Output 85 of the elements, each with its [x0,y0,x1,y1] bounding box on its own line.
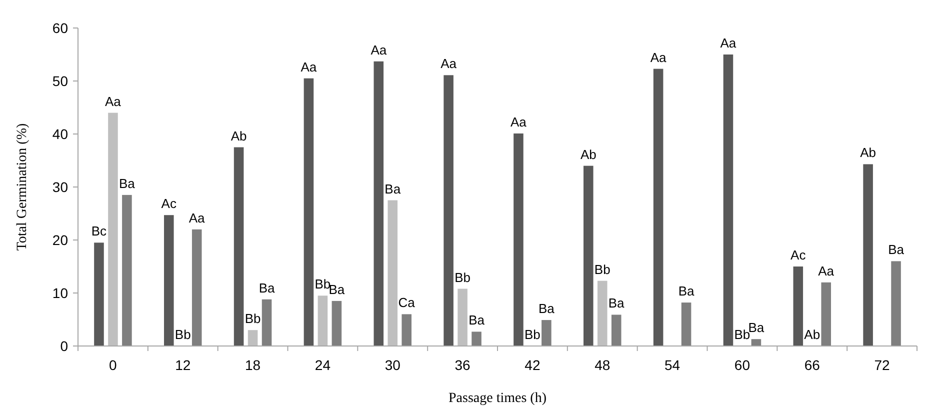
y-tick-label: 60 [52,20,68,36]
y-tick-label: 50 [52,72,68,89]
data-label: Ba [678,284,695,299]
bar [793,266,804,346]
data-label: Ba [538,301,556,316]
bar [472,332,482,346]
data-label: Ba [468,312,486,328]
x-tick-label: 72 [874,357,890,373]
bar [611,314,622,346]
y-tick-label: 10 [52,284,68,301]
bar [542,320,552,346]
bar [374,61,384,346]
data-label: Bb [524,327,540,342]
bar [723,54,734,346]
bar [751,339,762,346]
data-label: Ab [804,327,820,342]
bar [304,78,314,346]
x-tick-label: 54 [664,357,680,373]
bar [681,302,692,346]
bar [863,164,873,346]
bar [262,299,272,346]
data-label: Aa [650,50,668,65]
data-label: Ac [790,248,806,262]
bar [122,194,132,346]
x-axis-title: Passage times (h) [448,391,547,406]
data-label: Ba [384,181,402,196]
bar [332,300,342,346]
data-label: Aa [510,114,528,130]
x-tick-label: 30 [384,357,401,373]
x-tick-label: 36 [454,357,471,373]
data-label: Bb [174,327,191,342]
data-label: Ba [888,242,905,258]
data-label: Ab [860,145,876,160]
y-tick-label: 30 [52,178,68,195]
data-label: Ba [258,280,276,296]
data-label: Bb [244,311,261,326]
bar [891,261,901,346]
bar [108,112,118,346]
x-tick-label: 60 [734,357,750,373]
bar [583,166,594,346]
x-tick-label: 24 [314,357,331,373]
data-label: Aa [105,94,122,109]
data-label: Bb [734,327,750,342]
bar [514,133,524,346]
data-label: Aa [370,42,388,58]
bar [234,147,244,346]
bar [402,314,412,346]
data-label: Bc [91,224,108,239]
data-label: Ca [398,295,416,310]
data-label: Aa [440,56,458,72]
bar [94,242,104,346]
data-label: Ba [608,296,626,311]
x-tick-label: 12 [175,357,191,373]
bar [458,288,468,346]
bar [164,215,174,346]
y-tick-label: 20 [52,232,68,248]
data-label: Ba [328,282,346,297]
bar [821,282,831,346]
data-label: Ba [748,320,765,336]
y-tick-label: 40 [52,126,68,142]
data-label: Aa [188,210,206,226]
data-label: Ab [580,146,596,162]
data-label: Ab [230,128,247,144]
data-label: Bb [454,270,470,285]
data-label: Ac [161,196,177,212]
bar [444,75,454,346]
y-axis-title: Total Germination (%) [15,123,30,251]
y-tick-label: 0 [60,338,68,354]
data-label: Aa [818,263,835,278]
bar [388,200,398,346]
bar [192,229,202,346]
data-label: Aa [300,59,318,74]
bar [653,68,664,346]
x-tick-label: 18 [245,357,261,373]
x-tick-label: 66 [804,357,820,373]
x-tick-label: 0 [109,357,118,373]
data-label: Bb [594,262,610,277]
data-label: Ba [118,176,136,191]
x-tick-label: 42 [524,357,540,373]
data-label: Bb [314,276,331,292]
bar [318,296,328,346]
bar [248,330,258,346]
data-label: Aa [720,36,737,50]
bar [597,280,608,346]
x-tick-label: 48 [594,357,610,373]
